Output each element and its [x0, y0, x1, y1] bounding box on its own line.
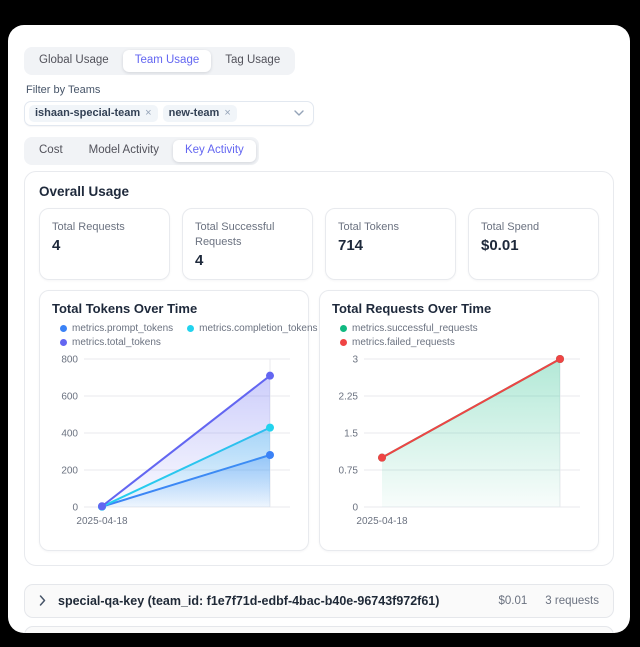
- svg-text:0: 0: [352, 502, 358, 513]
- chevron-down-icon[interactable]: [294, 110, 304, 116]
- svg-text:1.5: 1.5: [344, 428, 358, 439]
- legend-item: metrics.prompt_tokens: [60, 323, 173, 334]
- chart-legend: metrics.successful_requests metrics.faile…: [332, 323, 586, 348]
- stat-value: 4: [195, 252, 204, 270]
- legend-dot-icon: [60, 324, 67, 332]
- chevron-right-icon[interactable]: [39, 595, 46, 606]
- stat-value: 4: [52, 236, 61, 254]
- usage-scope-tabs: Global Usage Team Usage Tag Usage: [24, 47, 296, 75]
- stat-total-tokens: Total Tokens 714: [325, 207, 456, 280]
- overall-usage-card: Overall Usage Total Requests 4 Total Suc…: [24, 170, 614, 566]
- requests-chart-canvas: 0 0.75 1.5 2.25 3 2025-04-18: [332, 351, 586, 540]
- legend-item: metrics.failed_requests: [340, 337, 455, 348]
- legend-item: metrics.total_tokens: [60, 337, 161, 348]
- stat-card-grid: Total Requests 4 Total Successful Reques…: [39, 207, 599, 280]
- svg-text:200: 200: [61, 465, 78, 476]
- stat-value: $0.01: [481, 236, 519, 254]
- tab-tag-usage[interactable]: Tag Usage: [225, 54, 281, 66]
- team-chip-label: ishaan-special-team: [35, 106, 141, 119]
- svg-text:600: 600: [61, 391, 78, 402]
- stat-total-spend: Total Spend $0.01: [468, 207, 599, 280]
- chip-remove-icon[interactable]: ×: [145, 106, 152, 119]
- legend-dot-icon: [340, 338, 347, 346]
- stat-label: Total Tokens: [338, 220, 399, 233]
- chip-remove-icon[interactable]: ×: [224, 106, 231, 119]
- key-spend: $0.01: [498, 594, 528, 607]
- svg-text:800: 800: [61, 354, 78, 365]
- team-chip[interactable]: ishaan-special-team ×: [29, 104, 158, 122]
- overall-usage-title: Overall Usage: [39, 183, 130, 199]
- key-name: special-qa-key (team_id: f1e7f71d-edbf-4…: [58, 593, 440, 608]
- chart-title: Total Tokens Over Time: [52, 300, 198, 316]
- stat-total-requests: Total Requests 4: [39, 207, 170, 280]
- key-row-special-qa-key[interactable]: special-qa-key (team_id: f1e7f71d-edbf-4…: [24, 583, 614, 618]
- usage-dashboard-window: Global Usage Team Usage Tag Usage Filter…: [8, 25, 630, 633]
- svg-text:2.25: 2.25: [339, 391, 359, 402]
- team-chip[interactable]: new-team ×: [162, 104, 237, 122]
- legend-item: metrics.completion_tokens: [187, 323, 318, 334]
- activity-tabs: Cost Model Activity Key Activity: [24, 136, 259, 165]
- svg-text:3: 3: [352, 354, 358, 365]
- svg-text:2025-04-18: 2025-04-18: [356, 516, 408, 527]
- key-metrics: $0.01 3 requests: [499, 595, 599, 607]
- stat-label: Total Spend: [481, 220, 540, 233]
- tab-key-activity[interactable]: Key Activity: [172, 139, 256, 162]
- legend-dot-icon: [187, 324, 195, 332]
- svg-text:0.75: 0.75: [339, 465, 359, 476]
- key-request-count: 3 requests: [545, 594, 599, 607]
- key-row-test-gemini-flash[interactable]: test-gemini-flash (team_id: 28bd3181-02c…: [24, 625, 614, 633]
- stat-label: Total Requests: [52, 220, 125, 233]
- stat-value: 714: [338, 236, 364, 254]
- tab-cost[interactable]: Cost: [39, 143, 63, 156]
- tab-model-activity[interactable]: Model Activity: [88, 143, 159, 156]
- filter-by-teams-label: Filter by Teams: [26, 83, 101, 96]
- total-requests-chart-card: Total Requests Over Time metrics.success…: [319, 289, 599, 551]
- team-filter-select[interactable]: ishaan-special-team × new-team ×: [24, 100, 314, 126]
- legend-dot-icon: [60, 338, 67, 346]
- svg-text:2025-04-18: 2025-04-18: [76, 516, 128, 527]
- svg-text:400: 400: [61, 428, 78, 439]
- stat-total-successful-requests: Total Successful Requests 4: [182, 207, 313, 280]
- legend-item: metrics.successful_requests: [340, 323, 478, 334]
- stat-label: Total Successful Requests: [195, 220, 275, 248]
- legend-dot-icon: [340, 324, 347, 332]
- chart-title: Total Requests Over Time: [332, 300, 492, 316]
- tab-global-usage[interactable]: Global Usage: [39, 54, 109, 66]
- team-chip-label: new-team: [168, 106, 220, 119]
- svg-text:0: 0: [72, 502, 78, 513]
- tokens-chart-canvas: 0 200 400 600 800 2025-04-18: [52, 351, 296, 540]
- chart-legend: metrics.prompt_tokens metrics.completion_…: [52, 323, 318, 348]
- charts-row: Total Tokens Over Time metrics.prompt_to…: [39, 289, 599, 551]
- total-tokens-chart-card: Total Tokens Over Time metrics.prompt_to…: [39, 289, 318, 551]
- tab-team-usage[interactable]: Team Usage: [122, 50, 212, 72]
